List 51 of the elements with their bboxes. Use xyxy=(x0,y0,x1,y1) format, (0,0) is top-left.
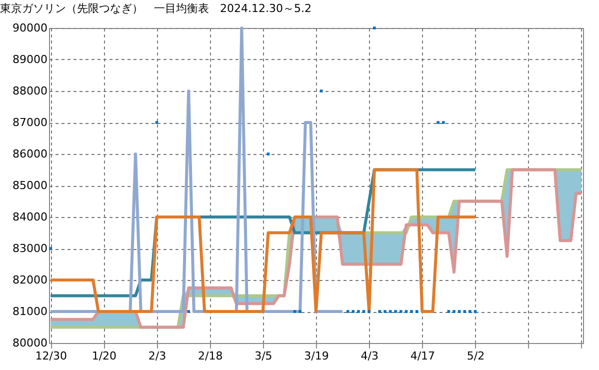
point xyxy=(384,310,386,313)
point xyxy=(368,310,370,313)
point xyxy=(458,310,461,313)
y-tick-label: 85000 xyxy=(12,179,48,192)
point xyxy=(346,310,350,313)
y-tick-label: 84000 xyxy=(12,210,48,224)
y-tick-label: 81000 xyxy=(12,305,48,318)
point xyxy=(415,310,418,313)
x-tick-label: 5/2 xyxy=(466,350,485,362)
y-tick-label: 90000 xyxy=(12,22,48,34)
y-tick-label: 87000 xyxy=(12,116,48,129)
point xyxy=(372,26,376,30)
point xyxy=(442,121,445,124)
y-tick-label: 88000 xyxy=(12,84,48,98)
point xyxy=(320,90,323,92)
x-tick-label: 4/17 xyxy=(410,350,436,362)
x-tick-label: 3/19 xyxy=(304,350,329,362)
point xyxy=(463,310,466,313)
y-tick-label: 82000 xyxy=(12,274,48,286)
chart-title: 東京ガソリン（先限つなぎ） 一目均衡表 2024.12.30～5.2 xyxy=(0,2,312,15)
point xyxy=(410,310,413,313)
point xyxy=(298,310,302,313)
point xyxy=(400,310,402,313)
x-tick-label: 1/20 xyxy=(92,350,117,362)
x-tick-label: 2/3 xyxy=(148,350,166,362)
point xyxy=(388,310,392,313)
y-tick-label: 83000 xyxy=(12,242,48,255)
point xyxy=(293,310,296,313)
point xyxy=(187,310,190,313)
point xyxy=(155,121,158,124)
point xyxy=(352,310,355,313)
x-tick-label: 3/5 xyxy=(254,350,272,362)
y-tick-label: 89000 xyxy=(12,53,48,66)
point xyxy=(436,121,440,124)
point xyxy=(452,310,456,313)
point xyxy=(474,310,477,313)
y-tick-label: 86000 xyxy=(12,148,48,160)
x-tick-label: 2/18 xyxy=(198,350,223,362)
x-tick-label: 12/30 xyxy=(35,350,67,362)
point xyxy=(378,310,382,313)
point xyxy=(468,310,472,313)
point xyxy=(266,152,270,156)
line-series xyxy=(49,26,344,313)
x-tick-label: 4/3 xyxy=(360,350,378,362)
point xyxy=(49,247,52,250)
point xyxy=(394,310,398,313)
point xyxy=(447,310,450,313)
point xyxy=(362,310,366,313)
point xyxy=(404,310,408,313)
y-tick-label: 80000 xyxy=(12,336,48,350)
point xyxy=(357,310,360,313)
